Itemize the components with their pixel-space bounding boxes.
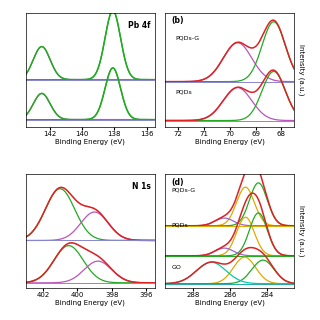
Text: (b): (b) [172,16,184,25]
Text: Pb 4f: Pb 4f [128,21,151,30]
Text: (d): (d) [172,178,184,187]
X-axis label: Binding Energy (eV): Binding Energy (eV) [195,300,265,306]
X-axis label: Binding Energy (eV): Binding Energy (eV) [55,300,125,306]
X-axis label: Binding Energy (eV): Binding Energy (eV) [195,138,265,145]
Y-axis label: Intensity (a.u.): Intensity (a.u.) [298,205,304,257]
Y-axis label: Intensity (a.u.): Intensity (a.u.) [298,44,304,95]
Text: GO: GO [172,265,181,270]
Text: PQDs: PQDs [175,90,192,95]
X-axis label: Binding Energy (eV): Binding Energy (eV) [55,138,125,145]
Text: PQDs-G: PQDs-G [172,188,196,193]
Text: PQDs: PQDs [172,223,188,228]
Text: N 1s: N 1s [132,182,151,191]
Text: PQDs-G: PQDs-G [175,35,200,40]
